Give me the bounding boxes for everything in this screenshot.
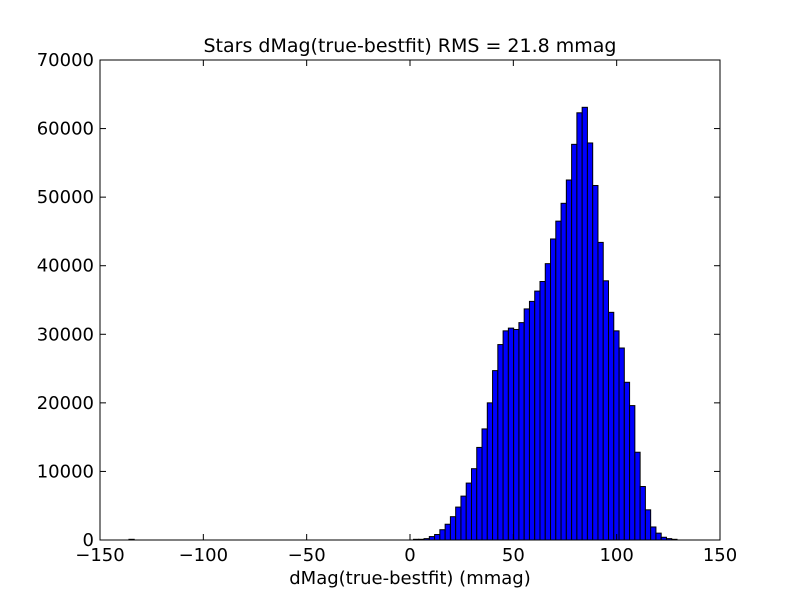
axis-ticks: −150 −100 −50 0 50 100 150 0 10000 20000 30000 4000… [37,50,737,566]
histogram-bar [528,300,536,541]
y-tick-label: 30000 [37,324,94,345]
y-tick-label: 0 [83,530,94,551]
histogram-bar [476,446,483,541]
histogram-bar [655,532,662,541]
histogram-bar [602,280,610,541]
x-tick-label: 0 [404,545,415,566]
y-tick-label: 10000 [37,461,94,482]
y-tick-label: 60000 [37,119,94,140]
histogram-bar [608,311,615,541]
histogram-bars [128,106,678,541]
histogram-bar [550,238,557,541]
y-tick-label: 50000 [37,187,94,208]
histogram-bar [565,179,573,541]
x-tick-label: 100 [599,545,633,566]
histogram-bar [555,220,562,541]
histogram-bar [507,327,515,541]
histogram-bar [460,495,467,541]
histogram-bar [523,308,530,541]
histogram-bar [618,347,625,541]
histogram-bar [586,142,594,541]
histogram-bar [428,536,436,541]
x-axis-label: dMag(true-bestfit) (mmag) [289,568,531,589]
y-tick-label: 20000 [37,393,94,414]
x-tick-label: −100 [179,545,228,566]
histogram-bar [560,202,567,541]
histogram-bar [444,523,451,541]
histogram-bar [544,263,552,541]
histogram-bar [634,451,641,541]
histogram-bar [434,534,441,541]
histogram-bar [581,106,588,541]
x-tick-label: 150 [703,545,737,566]
histogram-bar [497,344,504,541]
histogram-bar [597,241,604,541]
histogram-bar [534,290,541,541]
histogram-bar [492,370,499,541]
histogram-bar [502,330,509,541]
histogram-bar [470,468,478,541]
histogram-bar [571,143,578,541]
x-tick-label: −50 [288,545,326,566]
x-tick-label: −150 [75,545,124,566]
histogram-bar [650,526,657,541]
plot-area-frame [99,59,721,541]
histogram-bar [613,330,620,541]
y-tick-label: 70000 [37,50,94,71]
histogram-bar [592,184,599,541]
histogram-bar [629,405,636,541]
histogram-bar [455,506,462,541]
x-tick-label: 50 [502,545,525,566]
histogram-bar [518,322,525,541]
histogram-bar [623,381,631,541]
y-tick-label: 40000 [37,256,94,277]
histogram-bar [439,529,446,541]
histogram-bar [639,486,646,541]
histogram-bar [644,509,652,541]
histogram-bar [576,112,583,541]
histogram-bar [513,328,520,541]
histogram-bar [486,402,494,541]
histogram-bar [465,482,472,541]
chart-title: Stars dMag(true-bestfit) RMS = 21.8 mmag [203,35,616,57]
histogram-bar [481,428,488,541]
histogram-bar [449,516,457,541]
histogram-bar [539,280,546,541]
